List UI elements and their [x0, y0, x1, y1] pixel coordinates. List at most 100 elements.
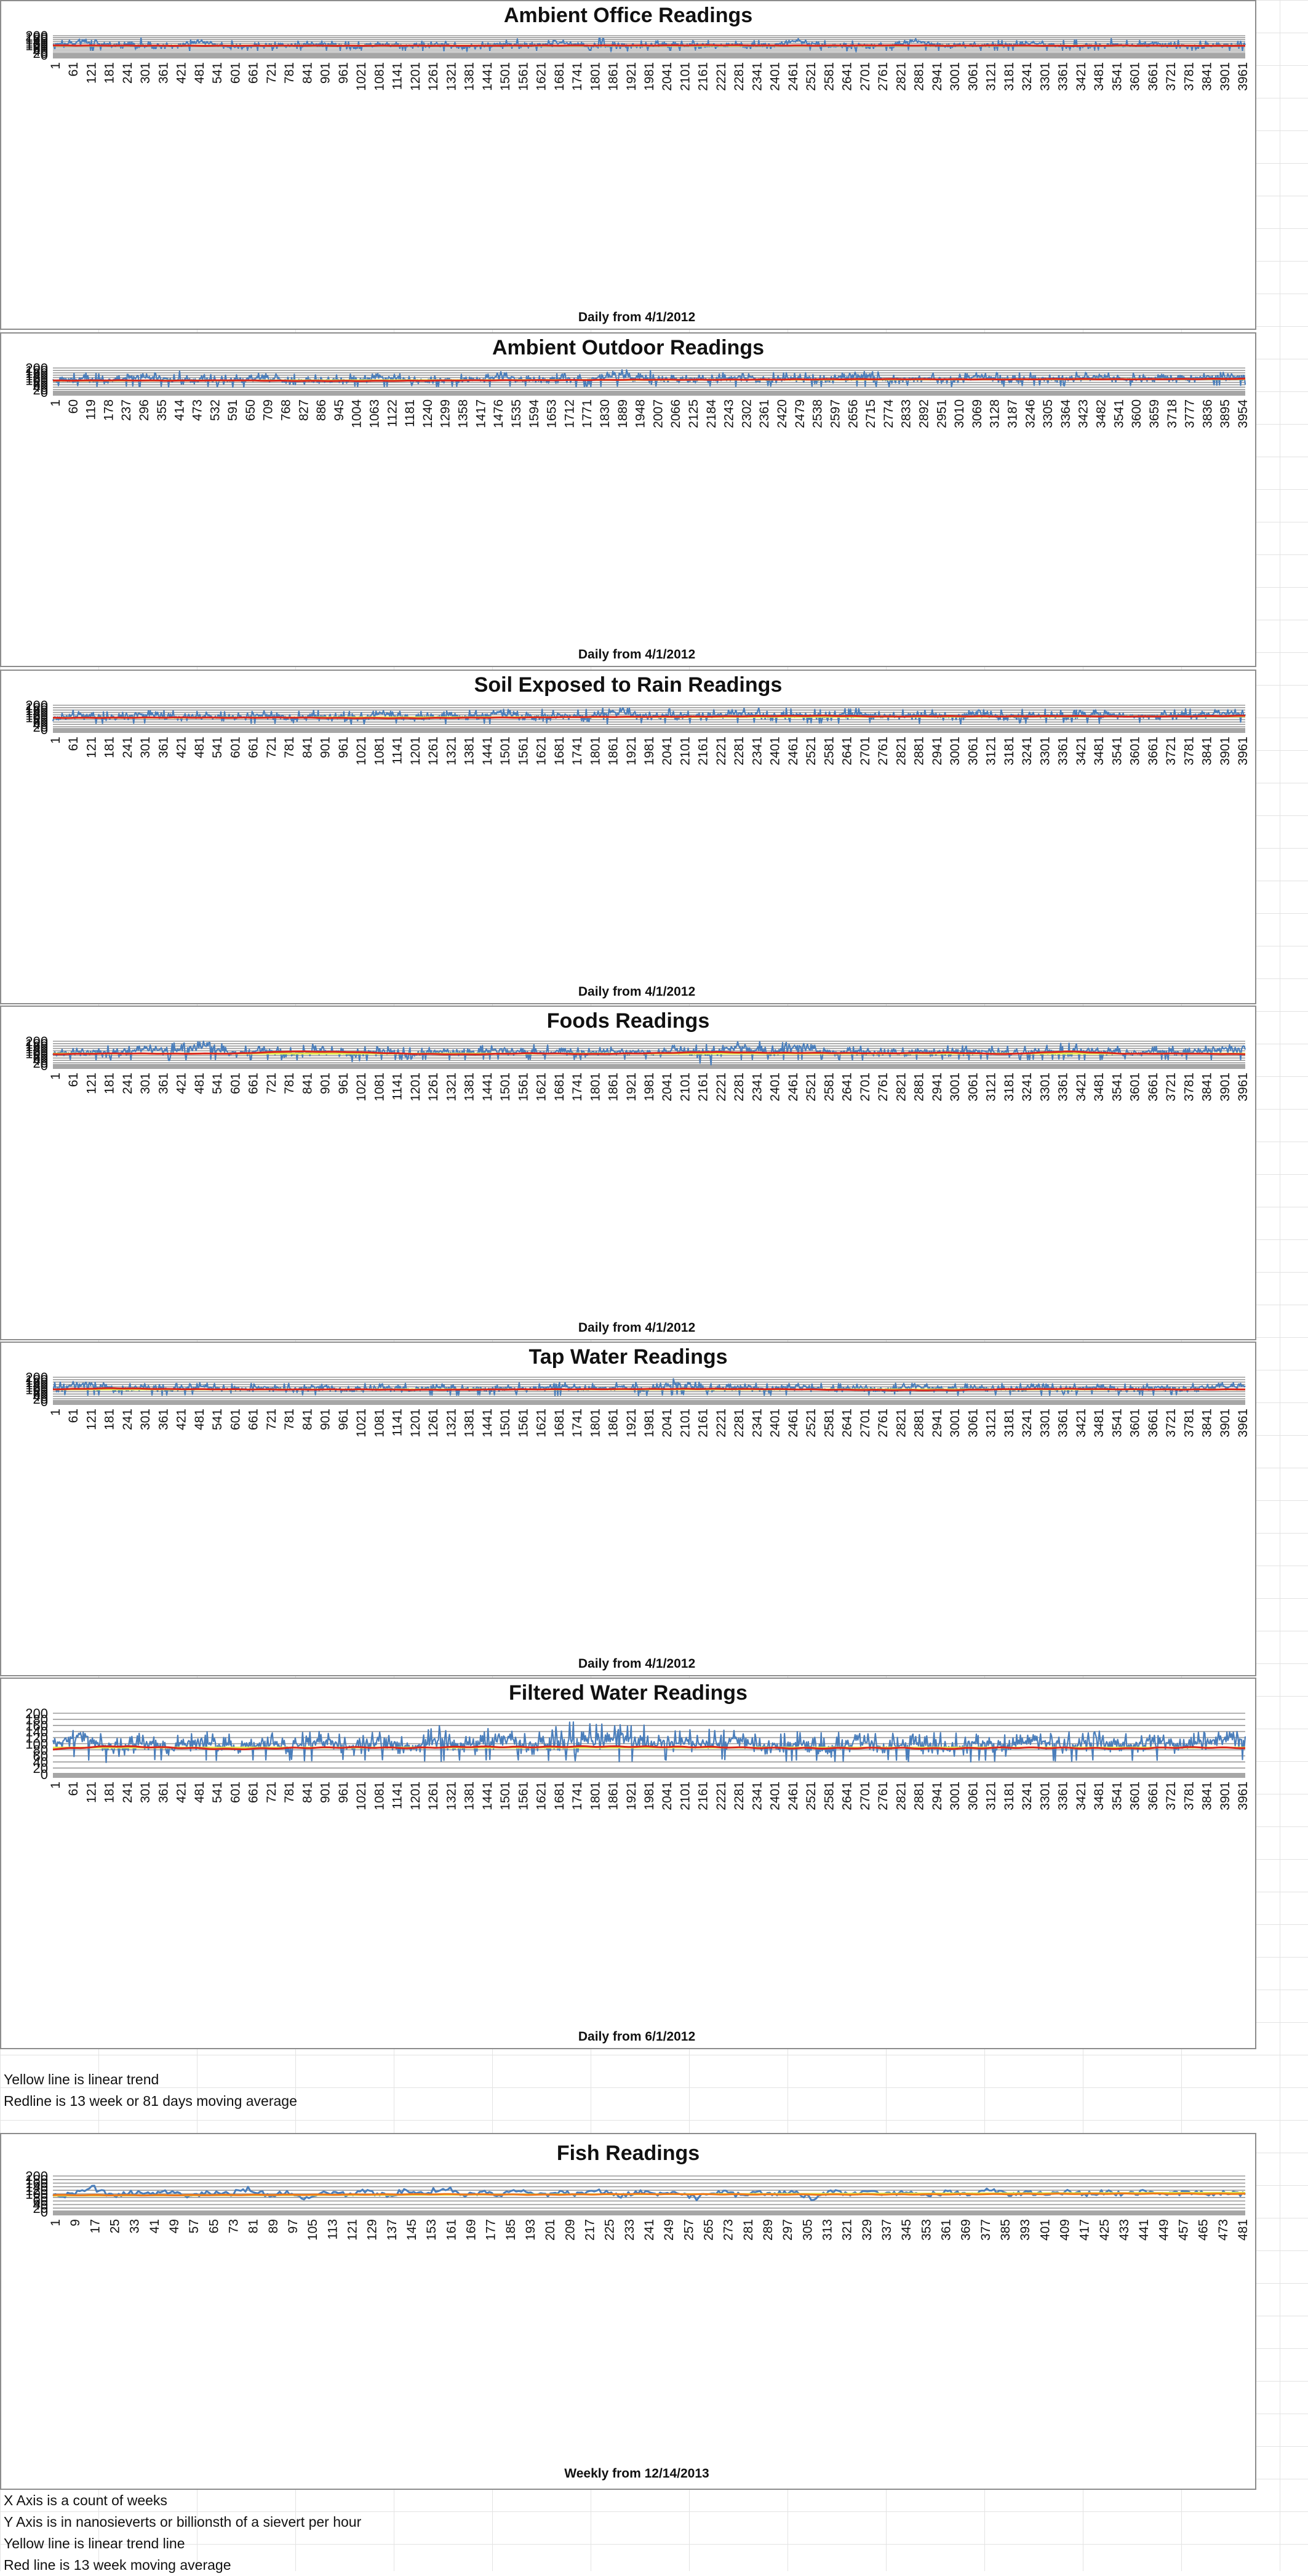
x-tick-label: 3781 — [1182, 737, 1196, 766]
x-tick-label: 2641 — [840, 1409, 855, 1438]
series-moving-average-line — [52, 714, 1245, 719]
x-tick-label: 2761 — [876, 1073, 890, 1102]
x-tick-label: 2656 — [846, 399, 860, 428]
x-tick-label: 2101 — [679, 1782, 693, 1810]
x-tick-label: 1981 — [642, 62, 656, 91]
x-tick-label: 3895 — [1218, 399, 1232, 428]
series-moving-average-line — [52, 44, 1246, 47]
x-axis-line — [53, 728, 1245, 733]
x-tick-label: 321 — [840, 2219, 855, 2241]
y-tick-label: 200 — [25, 1370, 48, 1385]
x-tick-label: 1321 — [444, 1073, 458, 1102]
x-tick-label: 345 — [899, 2219, 914, 2241]
y-tick-label: 100 — [25, 1382, 48, 1398]
x-tick-label: 249 — [662, 2219, 676, 2241]
x-tick-label: 2041 — [660, 1073, 674, 1102]
x-tick-label: 113 — [325, 2219, 340, 2239]
x-tick-label: 3661 — [1146, 1409, 1160, 1438]
x-tick-label: 3481 — [1092, 1409, 1106, 1438]
y-tick-label: 120 — [25, 1380, 48, 1395]
x-tick-label: 313 — [821, 2219, 835, 2241]
x-tick-label: 3961 — [1236, 1409, 1250, 1438]
x-tick-label: 241 — [121, 1409, 135, 1430]
x-tick-label: 41 — [148, 2219, 162, 2233]
x-tick-label: 1681 — [552, 1782, 567, 1810]
x-tick-label: 2881 — [912, 1782, 927, 1810]
x-tick-label: 3777 — [1183, 399, 1197, 428]
x-tick-label: 3241 — [1020, 1073, 1034, 1102]
x-tick-label: 2641 — [840, 62, 855, 91]
y-tick-label: 140 — [25, 34, 48, 49]
x-tick-label: 3301 — [1038, 1782, 1052, 1810]
x-tick-label: 2281 — [732, 1409, 746, 1438]
x-tick-label: 721 — [265, 1073, 279, 1094]
x-tick-label: 241 — [642, 2219, 656, 2241]
x-tick-label: 361 — [157, 1409, 171, 1430]
x-tick-label: 2881 — [912, 1073, 927, 1102]
x-tick-label: 1201 — [409, 1409, 423, 1438]
notes-daily: Yellow line is linear trend Redline is 1… — [4, 2069, 297, 2112]
notes-fish: X Axis is a count of weeks Y Axis is in … — [4, 2490, 361, 2576]
y-tick-label: 180 — [25, 363, 48, 378]
x-tick-label: 1 — [49, 1782, 63, 1789]
x-tick-label: 841 — [300, 1409, 314, 1430]
x-tick-label: 449 — [1157, 2219, 1171, 2241]
x-tick-label: 3721 — [1164, 1409, 1178, 1438]
x-tick-label: 1681 — [552, 1073, 567, 1102]
y-tick-label: 0 — [41, 2204, 48, 2220]
x-tick-label: 2221 — [714, 1073, 728, 1102]
chart-title: Soil Exposed to Rain Readings — [474, 673, 783, 697]
x-tick-label: 1771 — [580, 399, 594, 428]
x-tick-label: 2041 — [660, 62, 674, 91]
note-red-line: Redline is 13 week or 81 days moving ave… — [4, 2093, 297, 2109]
x-tick-label: 377 — [979, 2219, 993, 2241]
x-axis-title: Daily from 4/1/2012 — [578, 1657, 695, 1671]
y-tick-label: 120 — [25, 370, 48, 386]
y-tick-label: 200 — [25, 361, 48, 376]
x-tick-label: 61 — [66, 1782, 81, 1796]
x-tick-label: 137 — [385, 2219, 399, 2241]
x-tick-label: 121 — [85, 62, 99, 84]
chart-ambient-office: Ambient Office Readings 0 20 40 60 80 100 120 14… — [0, 0, 1256, 330]
x-tick-label: 1621 — [535, 737, 549, 766]
x-tick-label: 2521 — [804, 62, 818, 91]
y-tick-label: 40 — [33, 2197, 48, 2212]
note-yellow-trend: Yellow line is linear trend line — [4, 2535, 185, 2551]
x-tick-label: 2761 — [876, 1782, 890, 1810]
x-tick-label: 2221 — [714, 1782, 728, 1810]
x-tick-label: 49 — [167, 2219, 181, 2233]
x-tick-label: 1141 — [391, 1782, 405, 1809]
x-tick-label: 709 — [261, 399, 276, 421]
x-tick-label: 481 — [193, 1409, 207, 1430]
x-tick-label: 2821 — [894, 1073, 908, 1102]
x-tick-label: 121 — [346, 2219, 360, 2241]
x-tick-label: 3001 — [948, 737, 962, 766]
x-tick-label: 2521 — [804, 1782, 818, 1810]
x-tick-label: 3181 — [1002, 1409, 1016, 1438]
x-tick-label: 473 — [190, 399, 204, 421]
x-tick-label: 3781 — [1182, 1782, 1196, 1810]
y-tick-label: 160 — [25, 1718, 48, 1734]
x-tick-label: 901 — [319, 62, 333, 84]
x-tick-label: 3661 — [1146, 62, 1160, 91]
chart-ambient-outdoor: Ambient Outdoor Readings 0 20 40 60 80 100 120 1… — [0, 332, 1256, 667]
x-tick-label: 2041 — [660, 1409, 674, 1438]
x-tick-label: 3421 — [1074, 1073, 1088, 1102]
x-tick-label: 3241 — [1020, 1409, 1034, 1438]
x-tick-label: 3482 — [1095, 399, 1109, 428]
x-tick-label: 2243 — [722, 399, 736, 428]
x-tick-label: 661 — [247, 62, 261, 84]
y-tick-label: 120 — [25, 2183, 48, 2198]
x-tick-label: 2521 — [804, 1073, 818, 1102]
x-tick-label: 3718 — [1165, 399, 1179, 428]
x-tick-label: 305 — [800, 2219, 815, 2241]
x-tick-label: 3364 — [1059, 399, 1073, 428]
x-tick-label: 2302 — [740, 399, 754, 428]
x-tick-label: 2701 — [858, 62, 872, 91]
x-tick-label: 329 — [860, 2219, 874, 2241]
y-tick-label: 160 — [25, 1039, 48, 1054]
x-tick-label: 3601 — [1128, 1782, 1143, 1810]
x-tick-label: 1 — [49, 2219, 63, 2226]
y-tick-label: 100 — [25, 2186, 48, 2202]
x-tick-label: 3121 — [984, 62, 999, 91]
